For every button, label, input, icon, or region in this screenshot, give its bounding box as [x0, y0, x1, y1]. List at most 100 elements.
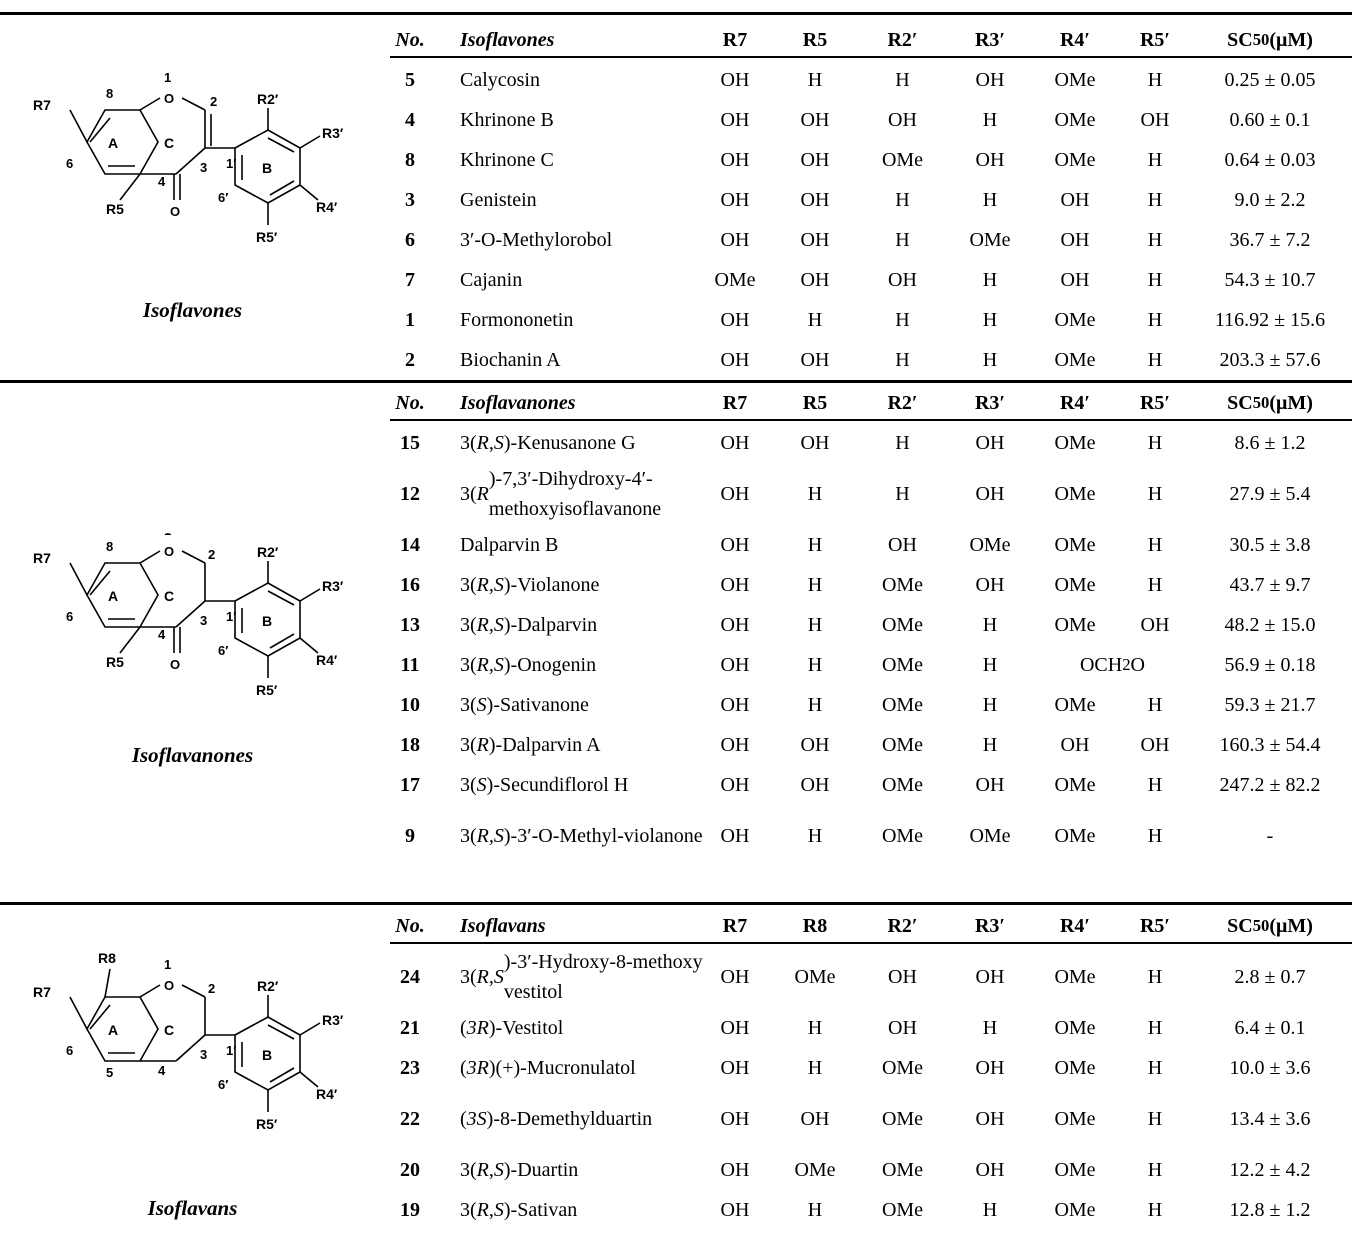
structure-label: B [262, 1047, 272, 1063]
sc-unit: (μM) [1269, 28, 1313, 51]
compound-number: 6 [405, 228, 415, 251]
compound-number: 21 [400, 1016, 420, 1039]
sc50-value: 36.7 ± 7.2 [1229, 228, 1311, 251]
substituent-cell: H [982, 268, 998, 291]
sc50-value: 12.2 ± 4.2 [1229, 1158, 1311, 1181]
sc-unit: (μM) [1269, 914, 1313, 937]
table-row: 8 Khrinone C OH OH OMe OH OMe H 0.64 ± 0.03 [390, 140, 1352, 180]
header-col: R4′ [1059, 391, 1091, 414]
compound-name: 3(S)-Secundiflorol H [460, 774, 629, 796]
structure-label: 1 [164, 70, 171, 85]
structure-label: 2 [208, 547, 215, 562]
substituent-cell: OH [720, 653, 750, 676]
header-underline [390, 942, 1352, 944]
structure-label: R3′ [322, 125, 344, 141]
substituent-cell: OMe [1054, 693, 1096, 716]
header-col: R5 [802, 28, 828, 51]
structure-label: 4 [158, 1063, 166, 1078]
structure-label: A [108, 588, 118, 604]
substituent-cell: OMe [881, 1056, 924, 1079]
compound-name: 3(R)-7,3′-Dihydroxy-4′-methoxyisoflavano… [460, 468, 662, 520]
compound-number: 17 [400, 773, 420, 796]
substituent-cell: OMe [969, 228, 1011, 251]
substituent-cell: H [982, 653, 998, 676]
compound-name: 3(R,S)-3′-O-Methyl-violanone [460, 825, 703, 847]
structure-label: R5′ [256, 229, 278, 245]
substituent-cell: OMe [714, 268, 756, 291]
sc-subscript: 50 [1252, 916, 1270, 935]
substituent-cell: OMe [881, 693, 924, 716]
structure-label: 3 [200, 1047, 207, 1062]
compound-name: 3(R,S)-Sativan [460, 1199, 578, 1221]
isoflavanone-structure: R7 8 1 2 R2′ A C R3′ 6 4 3 1′ B R5 6′ R4… [0, 533, 385, 733]
sc50-value: 0.60 ± 0.1 [1229, 108, 1311, 131]
substituent-cell: H [1147, 68, 1163, 91]
header-col: R5′ [1139, 28, 1171, 51]
substituent-cell: H [807, 482, 823, 505]
table-header-row: No. Isoflavones R7 R5 R2′ R3′ R4′ R5′ SC… [390, 20, 1352, 60]
compound-number: 20 [400, 1158, 420, 1181]
structure-label: 6′ [218, 643, 228, 658]
substituent-cell: H [807, 308, 823, 331]
table-row: 19 3(R,S)-Sativan OH H OMe H OMe H 12.8 ± 1.2 [390, 1190, 1352, 1230]
substituent-cell: OMe [881, 1158, 924, 1181]
structure-label: 2 [210, 94, 217, 109]
sc50-value: 13.4 ± 3.6 [1229, 1107, 1311, 1130]
table-row: 11 3(R,S)-Onogenin OH H OMe H OCH 2 O 56.9 ± 0.18 [390, 645, 1352, 685]
header-col: R2′ [887, 391, 918, 414]
compound-number: 3 [405, 188, 415, 211]
compound-name: 3(R,S)-Onogenin [460, 654, 597, 676]
table-row: 12 3(R)-7,3′-Dihydroxy-4′-methoxyisoflava… [390, 463, 1352, 525]
substituent-cell: OMe [1054, 1158, 1096, 1181]
substituent-cell: OH [888, 1016, 917, 1039]
substituent-cell: OH [975, 68, 1005, 91]
compound-name: 3(R)-Dalparvin A [460, 734, 601, 756]
table-row: 7 Cajanin OMe OH OH H OH H 54.3 ± 10.7 [390, 260, 1352, 300]
substituent-cell: H [807, 68, 823, 91]
sc50-value: - [1266, 824, 1274, 847]
substituent-cell: H [1147, 573, 1163, 596]
substituent-cell: OH [1060, 268, 1090, 291]
substituent-cell: H [1147, 1107, 1163, 1130]
substituent-cell: OMe [969, 533, 1011, 556]
compound-name: Genistein [460, 189, 537, 211]
substituent-cell: OH [975, 1158, 1005, 1181]
structure-label: B [262, 160, 272, 176]
header-col: R3′ [974, 28, 1006, 51]
compound-number: 22 [400, 1107, 420, 1130]
substituent-cell: OH [800, 228, 830, 251]
compound-name: Cajanin [460, 269, 523, 291]
substituent-cell: H [1147, 533, 1163, 556]
structure-label: 6′ [218, 1077, 228, 1092]
substituent-cell: H [982, 1016, 998, 1039]
section-divider [0, 380, 1352, 383]
structure-label: R2′ [257, 978, 279, 994]
substituent-cell: H [1147, 1056, 1163, 1079]
substituent-cell: OH [800, 268, 830, 291]
substituent-cell: H [1147, 824, 1163, 847]
structure-label: R8 [98, 950, 116, 966]
compound-name: Biochanin A [460, 349, 561, 371]
substituent-cell: H [895, 482, 910, 505]
header-col: R4′ [1059, 28, 1091, 51]
substituent-cell: OH [720, 431, 750, 454]
header-name: Isoflavones [460, 29, 555, 51]
sc50-value: 9.0 ± 2.2 [1234, 188, 1306, 211]
substituent-cell: H [982, 308, 998, 331]
substituent-cell: H [895, 68, 910, 91]
structure-label: 3 [200, 613, 207, 628]
substituent-cell: OH [1060, 188, 1090, 211]
substituent-cell: H [1147, 482, 1163, 505]
header-col: R7 [722, 28, 748, 51]
sc50-value: 12.8 ± 1.2 [1229, 1198, 1311, 1221]
substituent-cell: OH [888, 965, 917, 988]
compound-number: 11 [400, 653, 420, 676]
substituent-cell: OMe [881, 1107, 924, 1130]
substituent-cell: H [982, 348, 998, 371]
compound-number: 23 [400, 1056, 420, 1079]
table-row: 2 Biochanin A OH OH H H OMe H 203.3 ± 57.6 [390, 340, 1352, 380]
substituent-cell: H [1147, 431, 1163, 454]
compound-number: 10 [400, 693, 420, 716]
structure-label: R5 [106, 201, 124, 217]
structure-label: 6 [66, 156, 73, 171]
